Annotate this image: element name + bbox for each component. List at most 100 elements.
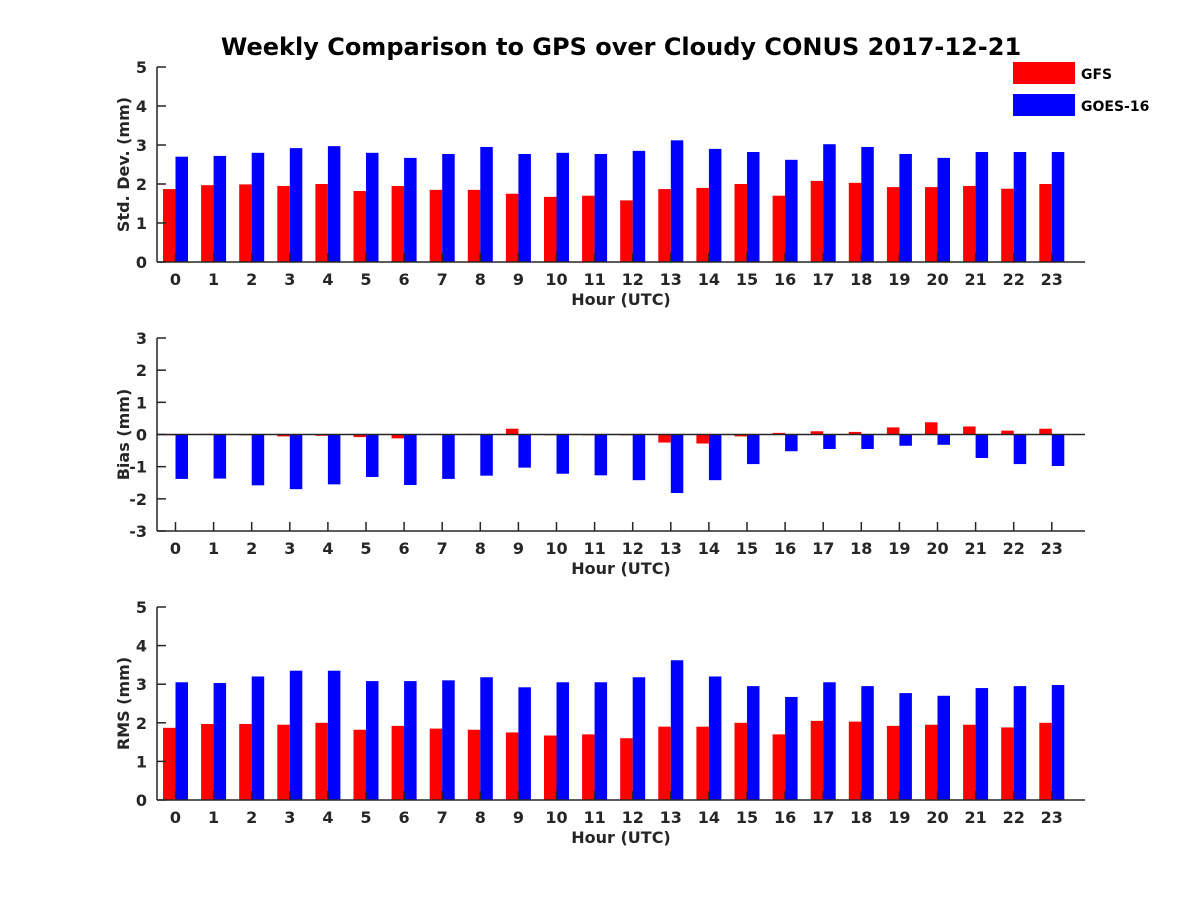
bar-rms-goes16-10 [556,682,569,800]
bar-stddev-goes16-10 [556,152,569,262]
bar-stddev-goes16-7 [442,153,455,262]
bar-bias-goes16-11 [594,434,608,476]
x-tick-label-stddev: 21 [964,270,986,289]
x-tick-label-stddev: 1 [208,270,219,289]
bar-stddev-gfs-11 [582,195,595,262]
x-tick-label-rms: 23 [1041,808,1063,827]
bar-rms-gfs-9 [505,732,519,800]
bar-stddev-goes16-17 [823,144,836,262]
y-axis-label-bias: Bias (mm) [114,389,133,481]
x-tick-label-rms: 14 [698,808,720,827]
y-tick-label-rms: 3 [136,675,147,694]
bar-rms-gfs-16 [772,734,786,800]
bar-stddev-gfs-22 [1001,188,1014,262]
y-tick-label-bias: 1 [136,393,147,412]
bar-stddev-goes16-20 [937,157,950,262]
x-tick-label-bias: 10 [545,539,567,558]
bar-bias-goes16-16 [785,434,798,452]
x-tick-label-rms: 0 [170,808,181,827]
x-tick-label-rms: 21 [964,808,986,827]
y-tick-label-bias: 0 [136,426,147,445]
bar-stddev-gfs-2 [239,184,252,262]
x-tick-label-bias: 19 [888,539,910,558]
bar-rms-gfs-12 [620,738,633,800]
x-tick-label-rms: 19 [888,808,910,827]
x-axis-label-rms: Hour (UTC) [571,828,671,847]
y-tick-label-stddev: 0 [136,253,147,272]
x-tick-label-rms: 11 [583,808,605,827]
x-tick-label-rms: 22 [1003,808,1025,827]
x-axis-label-stddev: Hour (UTC) [571,290,671,309]
x-tick-label-bias: 6 [399,539,410,558]
y-tick-label-bias: -2 [129,490,147,509]
x-tick-label-bias: 23 [1041,539,1063,558]
y-tick-label-bias: -3 [129,522,147,541]
bar-bias-goes16-1 [213,434,227,479]
x-tick-label-stddev: 3 [284,270,295,289]
bar-rms-goes16-1 [213,683,227,800]
bar-rms-goes16-5 [366,681,379,800]
bar-stddev-goes16-3 [289,148,303,262]
x-tick-label-stddev: 0 [170,270,181,289]
bar-stddev-goes16-0 [175,156,188,262]
x-tick-label-bias: 8 [475,539,486,558]
y-tick-label-stddev: 1 [136,214,147,233]
x-tick-label-rms: 16 [774,808,796,827]
x-tick-label-rms: 18 [850,808,872,827]
bar-stddev-goes16-16 [785,159,798,262]
bar-bias-goes16-20 [937,434,950,445]
bar-rms-goes16-12 [632,677,646,800]
x-tick-label-stddev: 22 [1003,270,1025,289]
bar-stddev-goes16-11 [594,153,608,262]
x-tick-label-bias: 7 [437,539,448,558]
bar-rms-gfs-13 [658,726,671,800]
x-tick-label-stddev: 12 [622,270,644,289]
bar-stddev-gfs-21 [963,185,976,262]
bar-bias-gfs-17 [810,431,824,435]
bar-rms-gfs-18 [848,721,862,800]
bar-rms-gfs-8 [467,729,481,800]
x-tick-label-stddev: 15 [736,270,758,289]
bar-bias-gfs-21 [963,426,976,435]
bar-stddev-goes16-2 [251,152,265,262]
bar-rms-gfs-6 [391,725,405,800]
bar-bias-gfs-14 [696,434,709,444]
x-tick-label-rms: 7 [437,808,448,827]
bar-rms-goes16-22 [1013,686,1027,800]
bar-rms-goes16-14 [708,676,722,800]
bar-rms-gfs-4 [315,722,328,800]
x-tick-label-rms: 8 [475,808,486,827]
bar-bias-gfs-19 [886,427,900,435]
bar-bias-goes16-23 [1051,434,1065,467]
x-tick-label-rms: 17 [812,808,834,827]
x-tick-label-rms: 5 [360,808,371,827]
bar-stddev-goes16-19 [899,153,912,262]
bar-rms-gfs-5 [353,729,366,800]
x-tick-label-rms: 20 [926,808,948,827]
legend-label-goes16: GOES-16 [1081,99,1149,115]
x-tick-label-bias: 22 [1003,539,1025,558]
bar-stddev-gfs-14 [696,187,709,262]
y-tick-label-bias: -1 [129,458,147,477]
bar-rms-goes16-4 [327,670,341,800]
y-tick-label-rms: 4 [136,637,147,656]
x-tick-label-stddev: 17 [812,270,834,289]
bar-stddev-gfs-8 [467,189,481,262]
y-axis-label-stddev: Std. Dev. (mm) [114,97,133,232]
x-tick-label-bias: 16 [774,539,796,558]
x-tick-label-bias: 2 [246,539,257,558]
bar-bias-gfs-6 [391,434,405,439]
x-tick-label-bias: 3 [284,539,295,558]
x-tick-label-stddev: 23 [1041,270,1063,289]
x-tick-label-rms: 13 [660,808,682,827]
bar-rms-goes16-17 [823,682,836,800]
x-tick-label-bias: 9 [513,539,524,558]
bar-bias-goes16-7 [442,434,455,479]
legend-label-gfs: GFS [1081,67,1112,83]
x-tick-label-bias: 0 [170,539,181,558]
legend: GFS GOES-16 [1013,62,1149,116]
bar-stddev-gfs-0 [163,189,176,262]
bar-stddev-goes16-15 [747,152,760,262]
